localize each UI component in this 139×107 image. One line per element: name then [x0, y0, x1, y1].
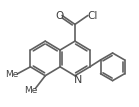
Text: Me: Me	[24, 86, 37, 95]
Text: Me: Me	[5, 70, 18, 79]
Text: O: O	[55, 11, 63, 22]
Text: Cl: Cl	[88, 11, 98, 22]
Text: N: N	[74, 75, 82, 85]
